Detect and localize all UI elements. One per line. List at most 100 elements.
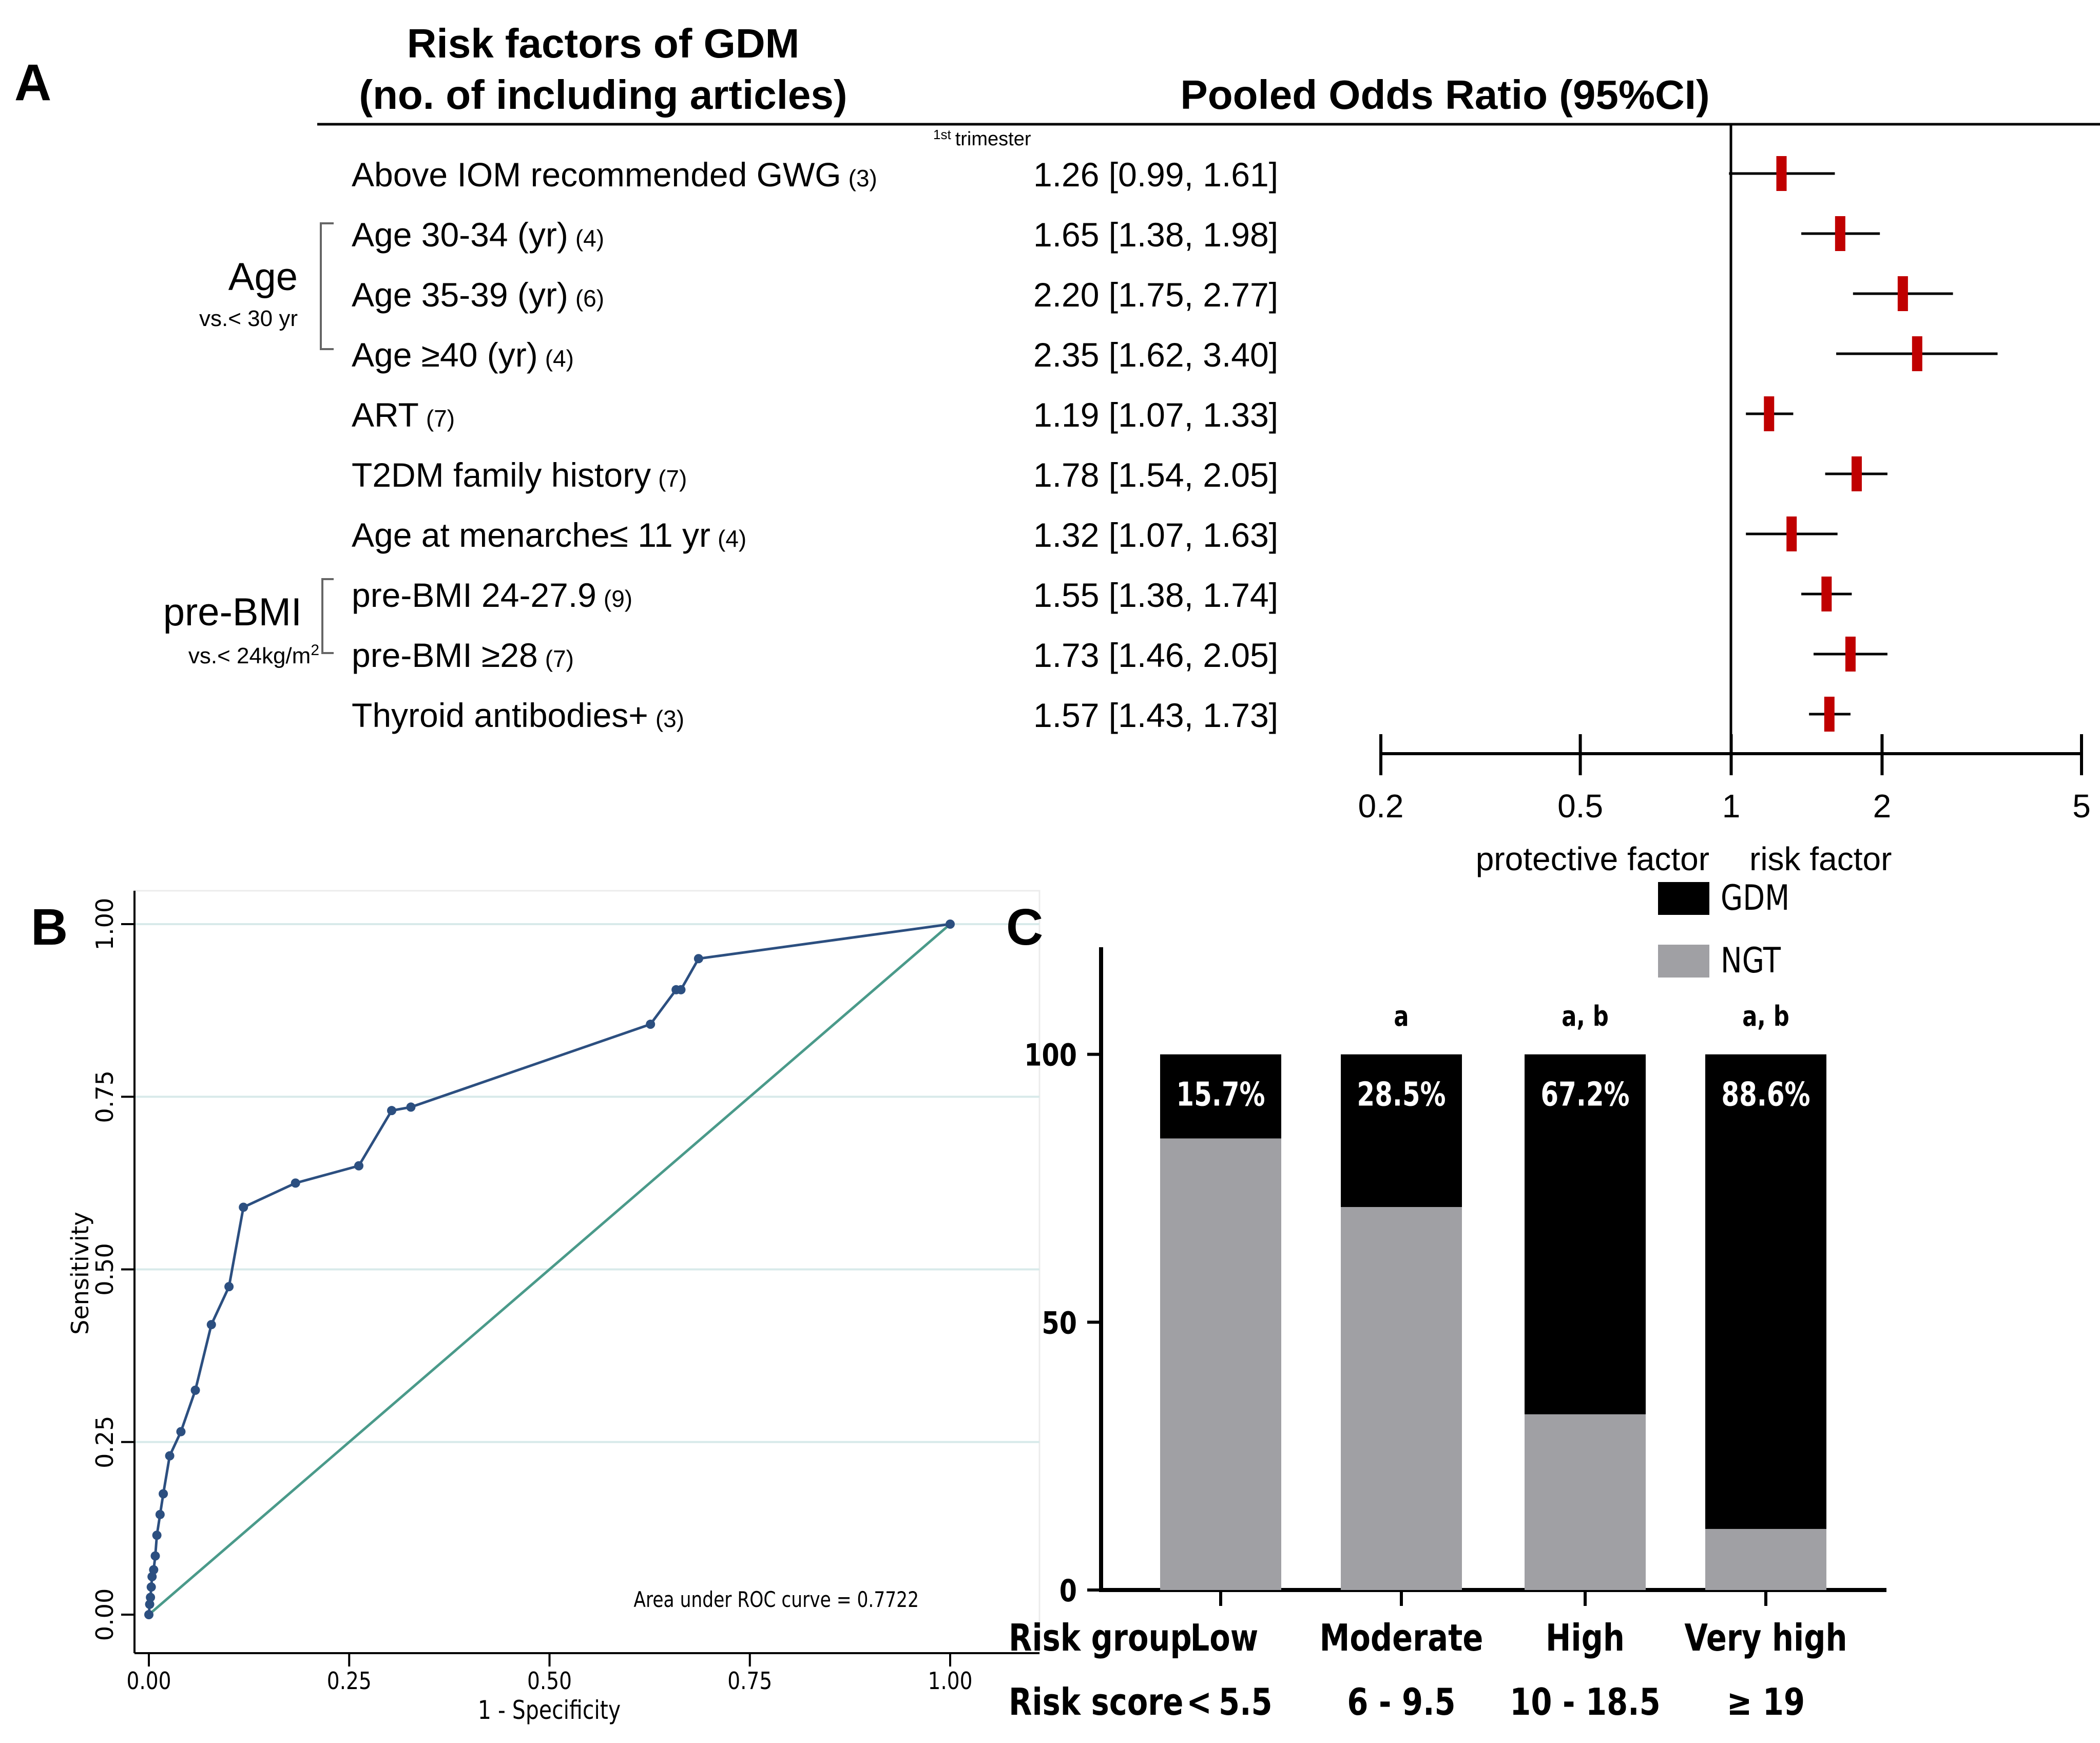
panel-c-letter: C (1006, 898, 1043, 956)
forest-x-tick-label: 0.2 (1358, 788, 1404, 825)
bar-gdm-percent-label: 15.7% (1176, 1076, 1265, 1114)
roc-grid (134, 923, 1039, 1443)
bar-category-label: Moderate (1320, 1616, 1484, 1659)
roc-point (146, 1582, 156, 1592)
bar-risk-score-label: ≥ 19 (1727, 1680, 1805, 1723)
bar-segment-gdm (1160, 1054, 1281, 1139)
forest-marks (1729, 156, 1998, 732)
forest-row-ci-text: 2.20 [1.75, 2.77] (1033, 276, 1278, 314)
bar-category-labels: Low < 5.5 Moderate 6 - 9.5 High 10 - 18.5 Very … (1009, 1590, 1847, 1723)
forest-or-marker (1835, 216, 1845, 251)
bar-series: 15.7% 28.5% a 67.2% a, b 88.6% a, b (1160, 1000, 1826, 1590)
roc-points (144, 920, 955, 1619)
roc-point (150, 1551, 160, 1561)
roc-point (176, 1427, 186, 1436)
bmi-group-label: pre-BMI (163, 590, 302, 634)
roc-point (206, 1320, 216, 1330)
roc-point (159, 1489, 168, 1499)
roc-point (946, 920, 955, 929)
bar-segment-gdm (1525, 1054, 1646, 1414)
forest-row-ci-text: 1.55 [1.38, 1.74] (1033, 576, 1278, 614)
roc-point (387, 1106, 396, 1116)
bar-legend-label: GDM (1721, 877, 1789, 918)
age-group-label: Age (228, 255, 298, 299)
bar-legend-swatch (1658, 882, 1709, 915)
forest-row-ci-text: 1.78 [1.54, 2.05] (1033, 456, 1278, 494)
bar-significance-label: a (1394, 1000, 1409, 1032)
risk-group-row-label: Risk group (1009, 1616, 1192, 1659)
roc-point (146, 1593, 156, 1602)
forest-row-ci-text: 1.26 [0.99, 1.61] (1033, 156, 1278, 194)
bar-category-label: High (1546, 1616, 1625, 1659)
roc-ticks: 0.00 0.25 0.50 0.75 1.00 0.00 0.25 0.50 0.75 1.00 (91, 898, 973, 1695)
panel-b-roc-curve: B 0.00 0.25 0.50 0.75 1.00 0.00 0.25 0.50 0.75 1.… (31, 890, 1041, 1725)
forest-rows: Above IOM recommended GWG (3) 1.26 [0.99, … (352, 156, 1278, 734)
bar-segment-ngt (1525, 1414, 1646, 1590)
roc-point (144, 1610, 153, 1619)
bar-legend-label: NGT (1721, 940, 1781, 981)
roc-reference-line (148, 923, 951, 1616)
roc-point (676, 985, 686, 994)
forest-x-ticks: 0.2 0.5 1 2 5 (1358, 734, 2091, 825)
bar-risk-score-label: <5.5 (1186, 1680, 1272, 1723)
roc-x-tick-label: 1.00 (928, 1668, 972, 1695)
forest-or-marker (1764, 396, 1775, 431)
forest-row-ci-text: 1.32 [1.07, 1.63] (1033, 516, 1278, 554)
roc-point (354, 1161, 363, 1171)
forest-row-label: Age at menarche≤ 11 yr (4) (352, 516, 746, 554)
roc-point (152, 1530, 162, 1540)
roc-y-tick-label: 0.75 (91, 1070, 119, 1123)
bar-category-label: Very high (1684, 1616, 1847, 1659)
forest-or-marker (1897, 276, 1908, 311)
roc-auc-annotation: Area under ROC curve = 0.7722 (633, 1587, 919, 1613)
roc-point (145, 1599, 155, 1609)
roc-x-tick-label: 0.50 (527, 1668, 572, 1695)
roc-y-tick-label: 1.00 (91, 898, 119, 950)
roc-point (165, 1451, 175, 1461)
forest-header-left-line2: (no. of including articles) (359, 72, 847, 118)
bar-significance-label: a, b (1742, 1000, 1789, 1032)
forest-header-right: Pooled Odds Ratio (95%CI) (1180, 72, 1709, 118)
roc-point (693, 954, 703, 964)
roc-x-label: 1 - Specificity (478, 1695, 621, 1725)
forest-or-marker (1821, 577, 1832, 611)
bar-gdm-percent-label: 67.2% (1540, 1076, 1629, 1114)
roc-point (155, 1509, 165, 1519)
roc-y-tick-label: 0.00 (91, 1588, 119, 1641)
panel-a-forest-plot: A Risk factors of GDM (no. of including … (14, 21, 2100, 877)
forest-row-label: Age 35-39 (yr) (6) (352, 276, 604, 314)
roc-point (646, 1020, 656, 1029)
forest-row-label: Age 30-34 (yr) (4) (352, 216, 604, 254)
bar-segment-gdm (1705, 1054, 1826, 1529)
forest-row-ci-text: 1.19 [1.07, 1.33] (1033, 396, 1278, 434)
age-group-bracket (320, 222, 334, 350)
forest-row-label: ART (7) (352, 396, 455, 434)
forest-caption-risk: risk factor (1749, 840, 1892, 877)
bar-legend-swatch (1658, 945, 1709, 978)
bar-segment-ngt (1160, 1138, 1281, 1590)
forest-row-ci-text: 1.57 [1.43, 1.73] (1033, 696, 1278, 734)
forest-header-left-line1: Risk factors of GDM (407, 21, 800, 66)
bar-gdm-percent-label: 28.5% (1357, 1076, 1446, 1114)
bmi-group-bracket (321, 578, 334, 654)
forest-or-marker (1845, 637, 1856, 672)
roc-point (406, 1102, 416, 1112)
panel-c-stacked-bar: C 0 50 100 15.7% 28.5% a 67.2% a, b 88.6% a, b G… (1006, 877, 1886, 1723)
roc-y-tick-label: 0.25 (91, 1416, 119, 1468)
forest-row-label: Thyroid antibodies+ (3) (352, 696, 684, 734)
bar-segment-ngt (1705, 1529, 1826, 1590)
bar-y-ticks: 0 50 100 (1024, 1037, 1101, 1608)
roc-x-tick-label: 0.00 (126, 1668, 171, 1695)
roc-point (224, 1282, 234, 1292)
forest-or-marker (1776, 156, 1787, 191)
bar-risk-score-label: 6 - 9.5 (1347, 1680, 1455, 1723)
bar-legend: GDM NGT (1658, 877, 1789, 981)
roc-x-tick-label: 0.75 (727, 1668, 772, 1695)
forest-or-marker (1824, 697, 1835, 732)
forest-x-tick-label: 1 (1722, 788, 1741, 825)
bar-risk-score-label: 10 - 18.5 (1510, 1680, 1660, 1723)
roc-x-tick-label: 0.25 (327, 1668, 372, 1695)
age-group-sub: vs.< 30 yr (199, 306, 298, 331)
bar-y-tick-label: 0 (1059, 1573, 1077, 1608)
